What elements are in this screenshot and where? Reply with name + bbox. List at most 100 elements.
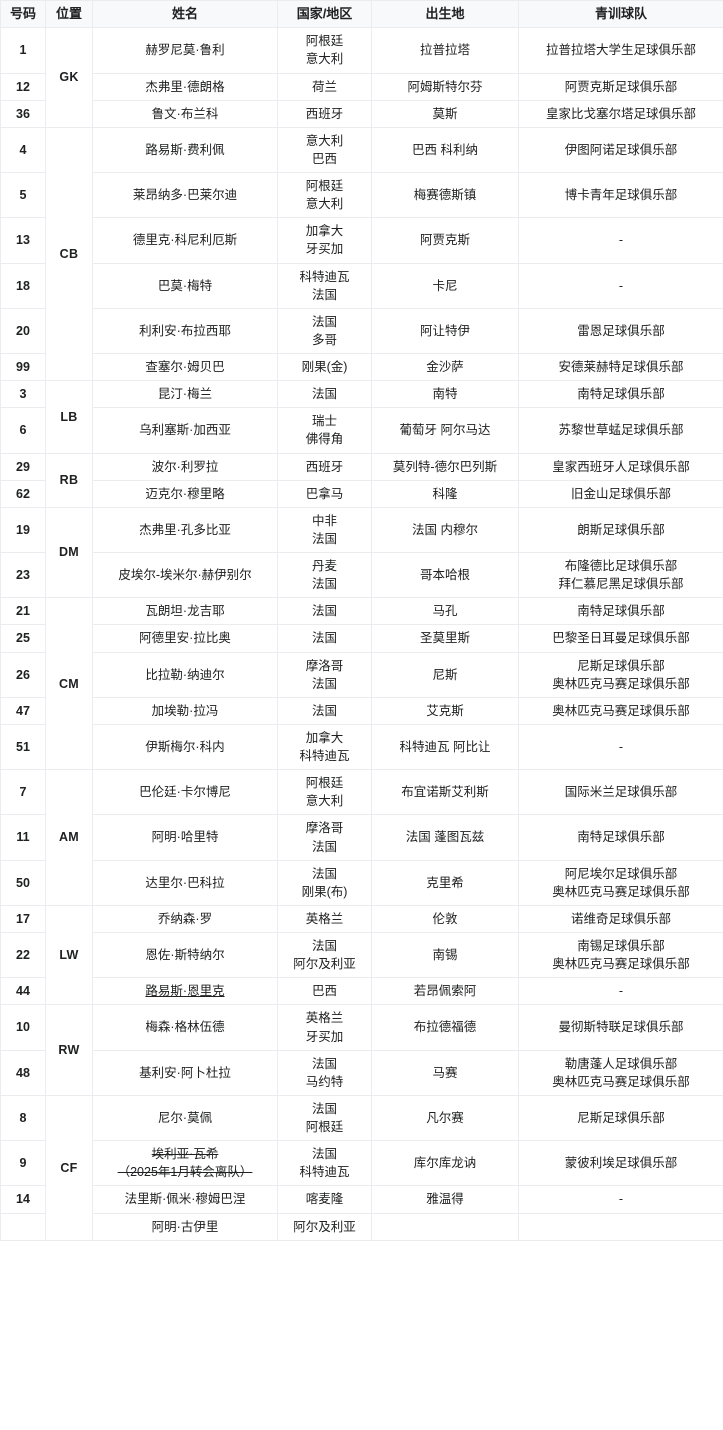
- cell-line: 迈克尔·穆里略: [145, 486, 225, 501]
- cell-birthplace: 若昂佩索阿: [371, 977, 519, 1006]
- cell-youth-club: 阿贾克斯足球俱乐部: [518, 72, 723, 101]
- cell-number: 36: [0, 99, 46, 128]
- cell-line: 若昂佩索阿: [413, 984, 477, 999]
- cell-birthplace: 布宜诺斯艾利斯: [371, 769, 519, 816]
- cell-number: 50: [0, 859, 46, 906]
- cell-line: 马孔: [432, 604, 458, 619]
- squad-table: 号码 位置 姓名 国家/地区 出生地 青训球队 1 GK 赫罗尼莫·鲁利 阿根廷 意大利…: [0, 0, 723, 1241]
- header-row: 号码 位置 姓名 国家/地区 出生地 青训球队: [0, 0, 723, 29]
- cell-line: 意大利: [305, 52, 344, 67]
- cell-nation: 法国: [277, 380, 372, 409]
- cell-line: 朗斯足球俱乐部: [577, 522, 665, 537]
- cell-number: 10: [0, 1004, 46, 1051]
- cell-birthplace: 伦敦: [371, 904, 519, 934]
- cell-birthplace: 莫斯: [371, 99, 519, 128]
- cell-line: 意大利: [305, 197, 344, 212]
- cell-line: 埃利亚·瓦希: [151, 1147, 219, 1162]
- cell-number: 29: [0, 452, 46, 481]
- cell-line: 佛得角: [305, 432, 344, 447]
- cell-line: -: [618, 1192, 624, 1207]
- table-row: 7 AM 巴伦廷·卡尔博尼 阿根廷 意大利 布宜诺斯艾利斯 国际米兰足球俱乐部: [0, 769, 723, 906]
- table-row: 62 迈克尔·穆里略 巴拿马 科隆 旧金山足球俱乐部: [0, 479, 723, 508]
- cell-birthplace: 金沙萨: [371, 352, 519, 382]
- cell-line: 南特: [432, 387, 458, 402]
- cell-line: 摩洛哥: [305, 821, 344, 836]
- table-row: 阿明·古伊里 阿尔及利亚: [0, 1212, 723, 1241]
- cell-nation: 法国: [277, 624, 372, 653]
- cell-birthplace: 科隆: [371, 479, 519, 508]
- cell-line: 奥林匹克马赛足球俱乐部: [552, 703, 690, 718]
- cell-line: 巴莫·梅特: [157, 278, 213, 293]
- cell-line: 法国: [311, 314, 337, 329]
- cell-line: 勒唐蓬人足球俱乐部: [564, 1056, 678, 1071]
- cell-line: 牙买加: [305, 242, 344, 257]
- cell-line: 科特迪瓦 阿比让: [399, 739, 491, 754]
- table-row: 51 伊斯梅尔·科内 加拿大 科特迪瓦 科特迪瓦 阿比让 -: [0, 723, 723, 771]
- cell-line: 伊斯梅尔·科内: [145, 739, 225, 754]
- table-body: 1 GK 赫罗尼莫·鲁利 阿根廷 意大利 拉普拉塔 拉普拉塔大学生足球俱乐部 12 杰弗里·德朗…: [0, 27, 723, 1241]
- cell-line: 阿姆斯特尔芬: [407, 79, 483, 94]
- cell-name: 阿明·哈里特: [92, 814, 278, 861]
- cell-number: 4: [0, 126, 46, 174]
- cell-youth-club: 南锡足球俱乐部 奥林匹克马赛足球俱乐部: [518, 931, 723, 979]
- cell-youth-club: 苏黎世草蜢足球俱乐部: [518, 407, 723, 454]
- cell-line: 加埃勒·拉冯: [151, 703, 219, 718]
- cell-line: 南锡足球俱乐部: [577, 939, 665, 953]
- cell-position-rb: RB: [45, 452, 93, 508]
- cell-nation: 法国: [277, 696, 372, 725]
- cell-name: 波尔·利罗拉: [92, 452, 278, 481]
- column-header-name: 姓名: [92, 0, 278, 29]
- cell-nation: 巴西: [277, 977, 372, 1006]
- table-row: 9 埃利亚·瓦希 （2025年1月转会离队） 法国 科特迪瓦 库尔库龙讷 蒙彼利埃足球俱乐部: [0, 1140, 723, 1187]
- cell-line: 加拿大: [305, 224, 344, 239]
- cell-position-am: AM: [45, 769, 93, 906]
- cell-name: 鲁文·布兰科: [92, 99, 278, 128]
- cell-nation: 法国 刚果(布): [277, 859, 372, 906]
- table-row: 10 RW 梅森·格林伍德 英格兰 牙买加 布拉德福德 曼彻斯特联足球俱乐部: [0, 1004, 723, 1096]
- cell-name: 杰弗里·德朗格: [92, 72, 278, 101]
- cell-line: 恩佐·斯特纳尔: [145, 948, 225, 963]
- cell-line: 奥林匹克马赛足球俱乐部: [552, 676, 690, 691]
- cell-number: 8: [0, 1094, 46, 1142]
- cell-line: 英格兰: [305, 1011, 344, 1026]
- cell-line: -: [618, 984, 624, 999]
- cell-nation: 英格兰 牙买加: [277, 1004, 372, 1051]
- cell-name: 查塞尔·姆贝巴: [92, 352, 278, 382]
- cell-nation: 阿根廷 意大利: [277, 171, 372, 219]
- cell-youth-club: -: [518, 262, 723, 309]
- cell-youth-club: 布隆德比足球俱乐部 拜仁慕尼黑足球俱乐部: [518, 551, 723, 599]
- cell-line: 西班牙: [305, 106, 344, 121]
- cell-line: 阿明·古伊里: [151, 1219, 219, 1234]
- cell-number: 23: [0, 551, 46, 599]
- cell-line: 艾克斯: [426, 703, 464, 718]
- cell-youth-club: 巴黎圣日耳曼足球俱乐部: [518, 624, 723, 653]
- cell-position-gk: GK: [45, 27, 93, 128]
- cell-nation: 丹麦 法国: [277, 551, 372, 599]
- cell-youth-club: 南特足球俱乐部: [518, 597, 723, 626]
- cell-nation: 英格兰: [277, 904, 372, 934]
- cell-line: 阿让特伊: [419, 323, 470, 338]
- cell-line: 莱昂纳多·巴莱尔迪: [132, 188, 238, 203]
- cell-nation: 西班牙: [277, 99, 372, 128]
- table-row: 36 鲁文·布兰科 西班牙 莫斯 皇家比戈塞尔塔足球俱乐部: [0, 99, 723, 128]
- table-row: 47 加埃勒·拉冯 法国 艾克斯 奥林匹克马赛足球俱乐部: [0, 696, 723, 725]
- cell-line: 法国: [311, 387, 337, 402]
- cell-youth-club: 旧金山足球俱乐部: [518, 479, 723, 508]
- cell-name: 巴伦廷·卡尔博尼: [92, 769, 278, 816]
- cell-name: 梅森·格林伍德: [92, 1004, 278, 1051]
- cell-line: 巴拿马: [305, 486, 344, 501]
- cell-line: 西班牙: [305, 459, 344, 474]
- cell-name: 路易斯·费利佩: [92, 126, 278, 174]
- cell-youth-club: -: [518, 217, 723, 264]
- cell-number: 26: [0, 651, 46, 698]
- cell-nation: 阿根廷 意大利: [277, 27, 372, 74]
- table-row: 3 LB 昆汀·梅兰 法国 南特 南特足球俱乐部: [0, 380, 723, 454]
- cell-line: 蒙彼利埃足球俱乐部: [564, 1156, 678, 1171]
- cell-name: 路易斯·恩里克: [92, 977, 278, 1006]
- cell-line: 克里希: [426, 875, 464, 890]
- cell-line: 英格兰: [305, 911, 344, 926]
- cell-line: 牙买加: [305, 1029, 344, 1044]
- cell-line: 旧金山足球俱乐部: [570, 486, 671, 501]
- cell-nation: 法国 多哥: [277, 307, 372, 355]
- cell-nation: 科特迪瓦 法国: [277, 262, 372, 309]
